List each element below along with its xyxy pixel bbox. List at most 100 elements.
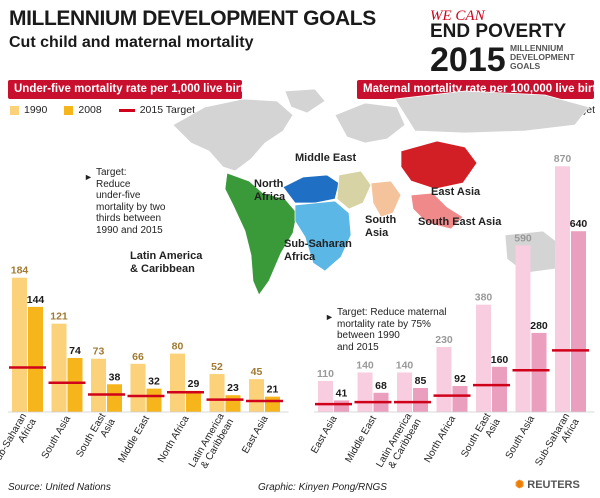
map-latin-america: [224, 172, 298, 296]
map-label-middle-east: Middle East: [295, 152, 357, 164]
data-label: 280: [530, 320, 548, 332]
bar-child-1990: [12, 277, 27, 412]
logo-tag1: MILLENNIUM: [510, 43, 563, 53]
bar-child-1990: [209, 374, 225, 412]
left-target-annotation: ► Target: Reduce under-five mortality by…: [84, 167, 165, 236]
data-label: 68: [375, 380, 387, 392]
bar-maternal-2008: [452, 386, 468, 412]
map-russia: [394, 90, 590, 134]
bar-maternal-2008: [334, 400, 349, 412]
category-label: South EastAsia: [459, 411, 503, 465]
bar-child-2008: [186, 390, 201, 412]
bar-child-1990: [170, 353, 185, 412]
data-label: 140: [396, 359, 414, 371]
category-label: East Asia: [240, 414, 271, 456]
map-label-sub-saharan-africa: Sub-Saharan Africa: [284, 238, 352, 263]
bar-child-1990: [130, 363, 146, 412]
data-label: 29: [188, 378, 200, 390]
page-title: MILLENNIUM DEVELOPMENT GOALS: [9, 7, 376, 30]
category-label: North Africa: [422, 414, 458, 465]
map-north-america: [172, 98, 294, 172]
bar-child-2008: [225, 395, 241, 412]
bar-maternal-2008: [531, 332, 547, 412]
bar-maternal-1990: [357, 372, 373, 412]
map-greenland: [284, 88, 326, 114]
category-label: North Africa: [156, 414, 192, 465]
bar-maternal-2008: [571, 231, 586, 412]
legend-label-1990: 1990: [24, 104, 48, 116]
reuters-label: REUTERS: [527, 479, 580, 491]
category-label: East Asia: [309, 414, 340, 456]
pointer-icon: ►: [325, 312, 334, 322]
left-chart-title: Under-five mortality rate per 1,000 live…: [8, 80, 258, 99]
category-label: Middle East: [343, 414, 379, 465]
bar-child-1990: [249, 379, 264, 412]
data-label: 870: [554, 153, 572, 165]
category-label: Latin America& Caribbean: [187, 411, 237, 475]
category-label: Sub-SaharanAfrica: [533, 411, 582, 473]
logo-tag2: DEVELOPMENT: [510, 52, 576, 62]
bar-maternal-1990: [515, 245, 531, 412]
data-label: 21: [267, 384, 279, 396]
bar-maternal-2008: [413, 387, 428, 412]
logo-year: 2015: [430, 41, 506, 76]
data-label: 184: [11, 265, 29, 277]
logo-tag3: GOALS: [510, 61, 541, 71]
data-label: 160: [491, 354, 509, 366]
map-label-south-east-asia: South East Asia: [418, 216, 502, 228]
data-label: 92: [454, 373, 466, 385]
bar-maternal-1990: [318, 380, 333, 412]
data-label: 32: [148, 376, 160, 388]
map-label-north-africa: North Africa: [254, 178, 286, 203]
category-label: South Asia: [40, 414, 74, 461]
data-label: 45: [251, 366, 263, 378]
map-middle-east: [336, 170, 372, 210]
right-target-text: Target: Reduce maternal mortality rate b…: [337, 307, 447, 353]
data-label: 74: [69, 345, 81, 357]
data-label: 66: [132, 351, 144, 363]
bar-child-1990: [51, 323, 67, 412]
end-poverty-logo: WE CAN END POVERTY 2015 MILLENNIUM DEVEL…: [430, 8, 576, 76]
bar-child-2008: [67, 357, 83, 412]
legend-label-target: 2015 Target: [139, 104, 195, 116]
category-label: South Asia: [504, 414, 538, 461]
category-label: Middle East: [116, 414, 152, 465]
data-label: 85: [415, 375, 427, 387]
data-label: 110: [317, 368, 334, 380]
data-label: 41: [336, 387, 348, 399]
legend-label-2008: 2008: [78, 104, 102, 116]
map-label-south-asia: South Asia: [365, 214, 397, 239]
data-label: 23: [227, 382, 239, 394]
map-north-africa: [282, 174, 340, 204]
world-map: [172, 88, 590, 296]
data-label: 52: [211, 361, 223, 373]
data-label: 73: [93, 346, 105, 358]
map-europe: [334, 102, 406, 144]
data-label: 80: [172, 341, 184, 353]
data-label: 144: [27, 294, 45, 306]
map-south-east-asia: [410, 192, 464, 230]
left-target-text: Target: Reduce under-five mortality by t…: [96, 167, 166, 236]
reuters-logo-icon: ✺: [515, 479, 525, 491]
bar-child-1990: [91, 358, 106, 412]
legend-target-line: [118, 108, 135, 112]
legend-swatch-1990: [10, 105, 19, 115]
bar-maternal-1990: [555, 166, 570, 412]
right-target-annotation: ► Target: Reduce maternal mortality rate…: [325, 307, 447, 353]
data-label: 380: [475, 292, 493, 304]
map-sub-saharan-africa: [294, 200, 352, 272]
bar-maternal-2008: [492, 366, 507, 412]
page-subtitle: Cut child and maternal mortality: [9, 34, 254, 51]
data-label: 640: [570, 218, 588, 230]
map-label-latin-america: Latin America & Caribbean: [130, 250, 203, 275]
pointer-icon: ►: [84, 172, 93, 182]
data-label: 230: [435, 334, 453, 346]
bar-maternal-1990: [436, 347, 452, 412]
bar-maternal-1990: [397, 372, 412, 412]
bar-child-2008: [107, 384, 122, 412]
data-label: 121: [50, 311, 68, 323]
map-south-asia: [370, 180, 402, 218]
reuters-brand: ✺ REUTERS: [515, 478, 580, 491]
category-label: Sub-SaharanAfrica: [0, 411, 39, 473]
